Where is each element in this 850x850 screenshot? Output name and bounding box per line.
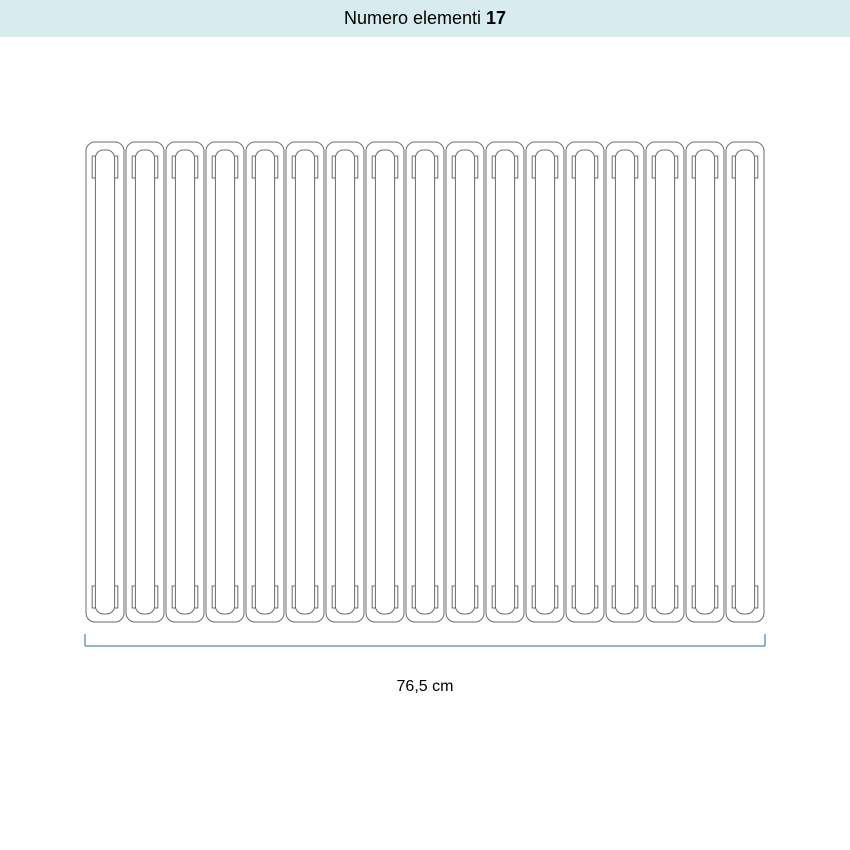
radiator-diagram: [75, 132, 775, 672]
header-bar: Numero elementi 17: [0, 0, 850, 37]
header-label-prefix: Numero elementi: [344, 8, 486, 28]
diagram-container: 76,5 cm: [0, 132, 850, 696]
width-dimension-label: 76,5 cm: [397, 678, 454, 696]
header-count: 17: [486, 8, 506, 28]
